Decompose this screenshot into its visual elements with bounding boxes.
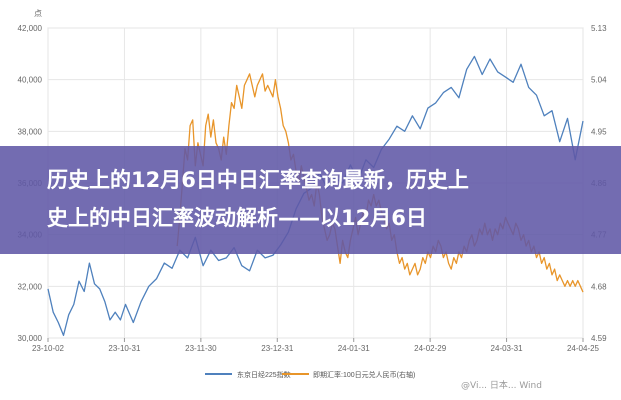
x-tick-label: 23-10-02 (32, 344, 65, 353)
x-tick-label: 24-01-31 (338, 344, 371, 353)
y-right-tick-label: 4.95 (591, 127, 607, 136)
y-left-tick-label: 38,000 (18, 127, 43, 136)
x-tick-label: 23-10-31 (108, 344, 141, 353)
x-tick-label: 23-11-30 (185, 344, 217, 353)
y-left-tick-label: 42,000 (18, 24, 43, 33)
x-tick-label: 23-12-31 (261, 344, 294, 353)
y-left-tick-label: 40,000 (18, 76, 43, 85)
x-tick-label: 24-04-25 (567, 344, 600, 353)
legend: 东京日经225指数 即期汇率:100日元兑人民币(右轴) (205, 370, 415, 379)
banner-title-line-2: 史上的中日汇率波动解析——以12月6日 (47, 206, 427, 230)
y-right-tick-label: 5.04 (591, 76, 607, 85)
x-tick-label: 24-02-29 (414, 344, 447, 353)
x-tick-label: 24-03-31 (491, 344, 524, 353)
y-right-tick-label: 5.13 (591, 24, 607, 33)
legend-label-nikkei: 东京日经225指数 (237, 370, 291, 379)
y-left-tick-label: 30,000 (18, 334, 43, 343)
legend-label-jpy-cny: 即期汇率:100日元兑人民币(右轴) (313, 370, 415, 379)
banner-title-line-1: 历史上的12月6日中日汇率查询最新，历史上 (47, 168, 469, 192)
y-right-tick-label: 4.59 (591, 334, 607, 343)
title-banner: 历史上的12月6日中日汇率查询最新，历史上 史上的中日汇率波动解析——以12月6… (0, 146, 621, 254)
y-right-tick-label: 4.68 (591, 282, 607, 291)
y-left-unit: 点 (34, 9, 42, 18)
y-left-tick-label: 32,000 (18, 282, 43, 291)
watermark-text: @Vi... 日本... Wind (461, 379, 542, 391)
